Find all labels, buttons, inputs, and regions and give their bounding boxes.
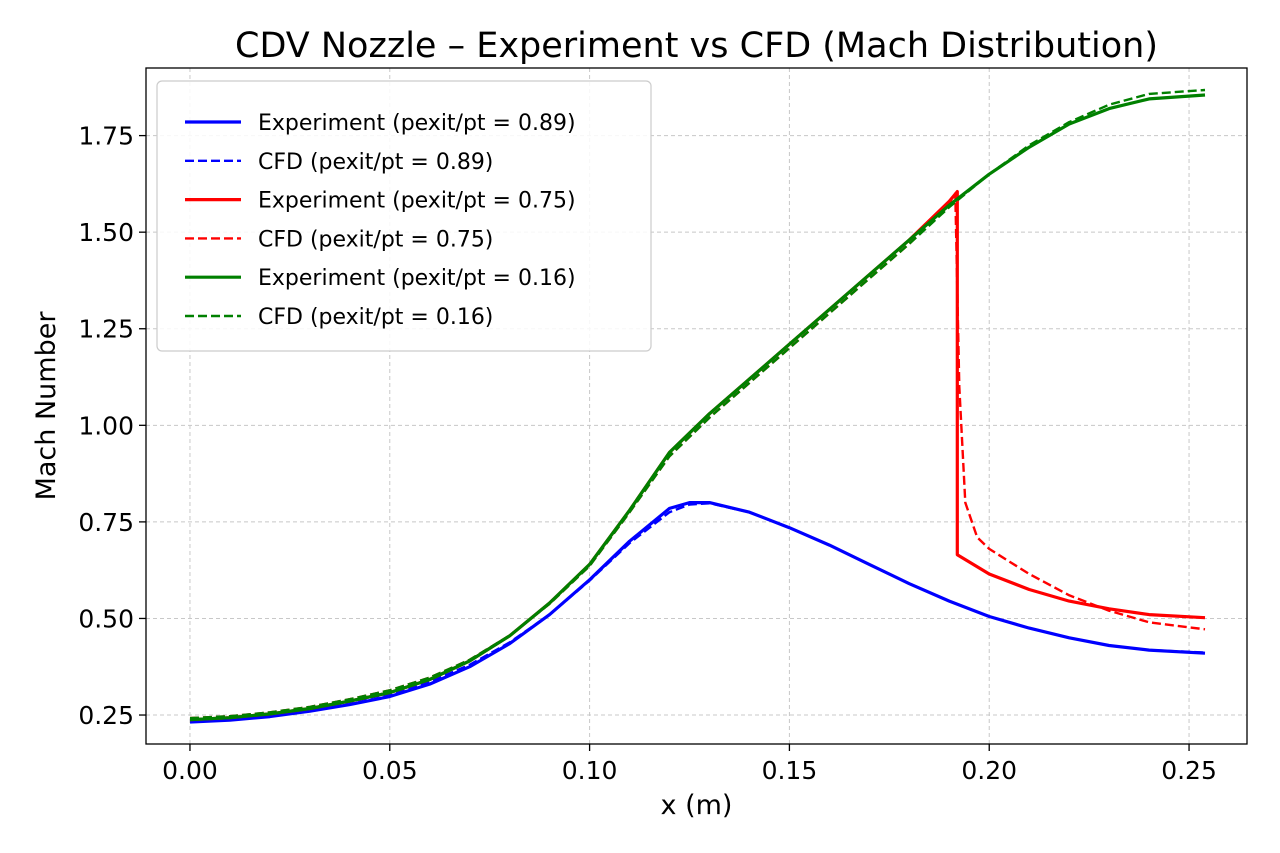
axis-ticks: 0.00 0.05 0.10 0.15 0.20 0.25 0.25 0.50 0.75 1.00… bbox=[78, 122, 1217, 785]
x-tick-label: 0.10 bbox=[562, 756, 618, 785]
legend-label: CFD (pexit/pt = 0.16) bbox=[258, 305, 493, 330]
plot-frame bbox=[145, 67, 1248, 745]
series-line-6 bbox=[189, 88, 1206, 720]
y-tick-label: 0.75 bbox=[78, 508, 134, 537]
x-tick-label: 0.00 bbox=[162, 756, 218, 785]
legend-label: Experiment (pexit/pt = 0.89) bbox=[258, 111, 576, 136]
x-tick-label: 0.25 bbox=[1161, 756, 1217, 785]
legend-label: Experiment (pexit/pt = 0.16) bbox=[258, 266, 576, 291]
x-axis-label: x (m) bbox=[661, 790, 733, 821]
legend-label: Experiment (pexit/pt = 0.75) bbox=[258, 189, 576, 214]
y-tick-label: 0.50 bbox=[78, 604, 134, 633]
y-tick-label: 1.00 bbox=[78, 411, 134, 440]
x-tick-label: 0.05 bbox=[362, 756, 418, 785]
y-tick-label: 1.25 bbox=[78, 315, 134, 344]
legend: Experiment (pexit/pt = 0.89) CFD (pexit/p… bbox=[156, 80, 652, 352]
legend-label: CFD (pexit/pt = 0.89) bbox=[258, 150, 493, 175]
legend-box bbox=[156, 80, 652, 352]
y-axis-label: Mach Number bbox=[31, 311, 62, 501]
y-tick-label: 1.75 bbox=[78, 122, 134, 151]
y-tick-label: 0.25 bbox=[78, 701, 134, 730]
series-line-1 bbox=[189, 501, 1206, 724]
x-tick-label: 0.15 bbox=[762, 756, 818, 785]
y-tick-label: 1.50 bbox=[78, 218, 134, 247]
series-lines bbox=[189, 88, 1206, 724]
legend-label: CFD (pexit/pt = 0.75) bbox=[258, 227, 493, 252]
chart-title: CDV Nozzle – Experiment vs CFD (Mach Dis… bbox=[235, 26, 1158, 66]
series-line-2 bbox=[189, 502, 1206, 721]
x-tick-label: 0.20 bbox=[961, 756, 1017, 785]
